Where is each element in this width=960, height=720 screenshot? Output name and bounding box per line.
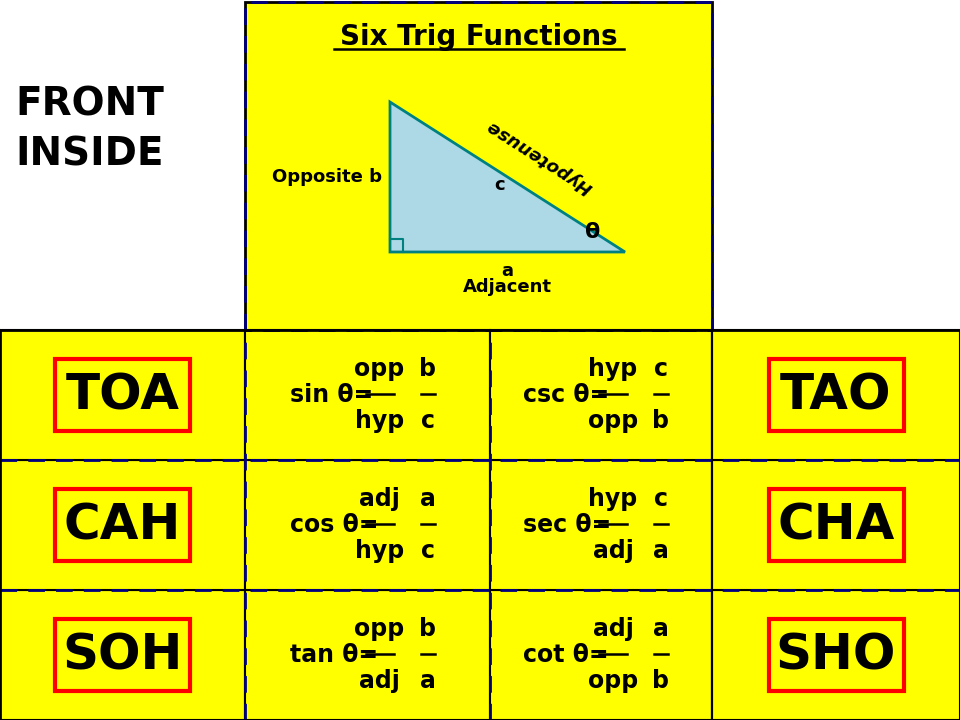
Text: c: c: [654, 357, 668, 381]
Text: adj: adj: [359, 669, 400, 693]
FancyBboxPatch shape: [245, 330, 490, 460]
Text: CAH: CAH: [63, 501, 181, 549]
FancyBboxPatch shape: [769, 619, 903, 691]
Text: a: a: [420, 487, 436, 511]
FancyBboxPatch shape: [712, 460, 960, 590]
Text: c: c: [420, 409, 435, 433]
Text: hyp: hyp: [355, 409, 404, 433]
Text: FRONT
INSIDE: FRONT INSIDE: [15, 86, 164, 174]
Text: hyp: hyp: [588, 357, 637, 381]
FancyBboxPatch shape: [0, 330, 245, 460]
FancyBboxPatch shape: [769, 489, 903, 561]
FancyBboxPatch shape: [245, 2, 712, 330]
FancyBboxPatch shape: [0, 590, 245, 720]
Text: cos θ=: cos θ=: [290, 513, 378, 537]
Text: c: c: [494, 176, 505, 194]
Text: a: a: [653, 539, 669, 563]
FancyBboxPatch shape: [245, 460, 490, 590]
Text: tan θ=: tan θ=: [290, 643, 377, 667]
Text: TAO: TAO: [780, 371, 892, 419]
Text: opp: opp: [354, 357, 404, 381]
FancyBboxPatch shape: [712, 330, 960, 460]
FancyBboxPatch shape: [55, 359, 190, 431]
Text: SOH: SOH: [62, 631, 182, 679]
FancyBboxPatch shape: [490, 460, 712, 590]
Text: opp: opp: [588, 669, 638, 693]
Text: cot θ=: cot θ=: [523, 643, 609, 667]
Text: a: a: [420, 669, 436, 693]
Text: a: a: [501, 262, 514, 280]
Text: opp: opp: [588, 409, 638, 433]
FancyBboxPatch shape: [55, 489, 190, 561]
FancyBboxPatch shape: [712, 590, 960, 720]
Text: sec θ=: sec θ=: [523, 513, 612, 537]
Text: a: a: [653, 617, 669, 641]
Text: CHA: CHA: [778, 501, 895, 549]
Text: SHO: SHO: [776, 631, 897, 679]
FancyBboxPatch shape: [0, 460, 245, 590]
Text: b: b: [419, 357, 436, 381]
Text: adj: adj: [592, 539, 634, 563]
Text: Opposite b: Opposite b: [272, 168, 382, 186]
Text: hyp: hyp: [588, 487, 637, 511]
Text: TOA: TOA: [65, 371, 180, 419]
FancyBboxPatch shape: [490, 590, 712, 720]
FancyBboxPatch shape: [769, 359, 903, 431]
Text: hyp: hyp: [355, 539, 404, 563]
Text: c: c: [654, 487, 668, 511]
Text: θ: θ: [586, 222, 601, 242]
FancyBboxPatch shape: [55, 619, 190, 691]
Text: Adjacent: Adjacent: [463, 278, 552, 296]
Text: b: b: [653, 409, 669, 433]
Text: sin θ=: sin θ=: [290, 383, 372, 407]
Text: adj: adj: [359, 487, 400, 511]
Text: b: b: [419, 617, 436, 641]
Text: csc θ=: csc θ=: [523, 383, 610, 407]
Text: b: b: [653, 669, 669, 693]
Text: opp: opp: [354, 617, 404, 641]
FancyBboxPatch shape: [245, 590, 490, 720]
Text: Hypotenuse: Hypotenuse: [483, 117, 595, 197]
Text: adj: adj: [592, 617, 634, 641]
Polygon shape: [390, 102, 625, 252]
Text: Six Trig Functions: Six Trig Functions: [340, 23, 617, 51]
FancyBboxPatch shape: [490, 330, 712, 460]
Text: c: c: [420, 539, 435, 563]
